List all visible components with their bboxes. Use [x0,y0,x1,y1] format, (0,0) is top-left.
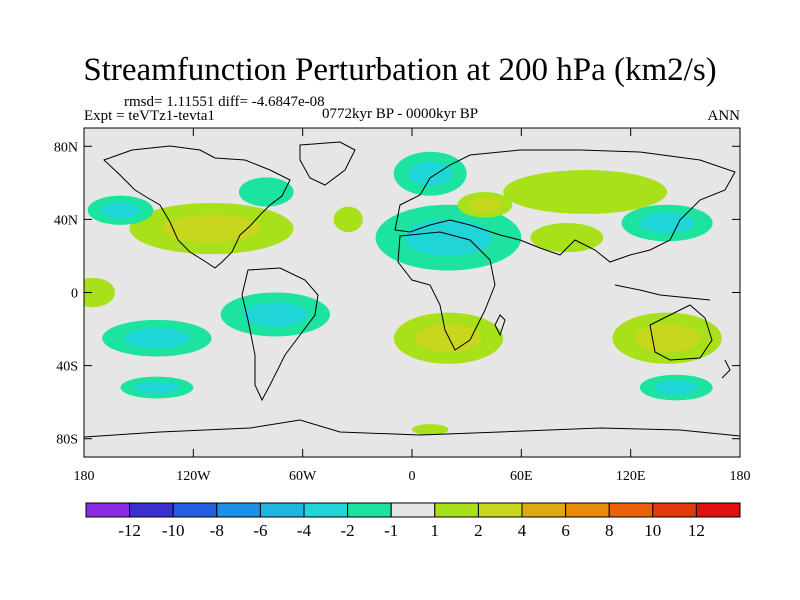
colorbar-swatch [85,502,131,518]
colorbar-label: -10 [162,521,185,540]
anomaly-contour-inner [124,328,190,349]
stats-line: rmsd= 1.11551 diff= -4.6847e-08 [124,94,325,110]
anomaly-region [412,424,449,436]
anomaly-region [120,376,194,399]
anomaly-region [87,195,154,225]
anomaly-layer [84,151,722,436]
colorbar-swatch [608,502,654,518]
longitude-axis: 180 120W 60W 0 60E 120E 180 [74,128,751,484]
coastlines [84,141,740,438]
anomaly-contour-outer [238,177,294,207]
colorbar-swatch [652,502,697,518]
colorbar-swatch [216,502,261,518]
anomaly-contour-inner [654,380,699,395]
anomaly-contour-inner [100,202,141,219]
period-label: 0772kyr BP - 0000kyr BP [322,106,479,122]
anomaly-contour-outer [84,277,115,308]
colorbar-swatch [129,502,174,518]
anomaly-contour-outer [503,170,668,214]
lon-tick-label: 120W [176,469,211,484]
colorbar-label: 6 [561,521,570,540]
anomaly-region [129,202,294,255]
colorbar-label: -1 [384,521,398,540]
anomaly-region [457,191,513,218]
lat-tick-label: 80S [56,433,78,448]
anomaly-contour-inner [408,161,453,186]
colorbar-swatch [390,502,436,518]
lat-tick-label: 80N [54,140,78,155]
anomaly-region [102,319,212,357]
colorbar-label: 12 [688,521,705,540]
lon-tick-label: 180 [730,469,751,484]
colorbar-label: 4 [518,521,527,540]
colorbar: -12 -10 -8 -6 -4 -2 -1 1 2 4 6 8 10 12 [85,502,741,540]
colorbar-label: -6 [253,521,267,540]
anomaly-region [238,177,294,207]
colorbar-swatch [303,502,349,518]
colorbar-label: 1 [431,521,440,540]
lat-tick-label: 40S [56,360,78,375]
anomaly-contour-inner [404,219,493,256]
lon-tick-label: 60E [510,469,533,484]
colorbar-swatch [565,502,610,518]
colorbar-label: -8 [210,521,224,540]
anomaly-region [393,312,504,364]
colorbar-label: -4 [297,521,312,540]
map-title: Streamfunction Perturbation at 200 hPa (… [83,52,717,88]
anomaly-contour-core [650,330,684,346]
colorbar-label: -2 [341,521,355,540]
colorbar-swatch [521,502,567,518]
lon-tick-label: 120E [616,469,646,484]
latitude-axis: 80N 40N 0 40S 80S [54,140,740,448]
lat-tick-label: 0 [71,287,78,302]
anomaly-contour-outer [412,424,449,436]
season-label: ANN [707,108,741,124]
anomaly-region [84,277,115,308]
anomaly-region [621,204,713,242]
colorbar-swatch [172,502,218,518]
colorbar-label: 10 [644,521,661,540]
anomaly-contour-inner [468,197,502,212]
anomaly-region [639,374,713,401]
anomaly-region [393,151,467,196]
anomaly-contour-core [186,220,237,237]
colorbar-label: 2 [474,521,483,540]
anomaly-region [333,206,363,233]
colorbar-swatch [434,502,479,518]
anomaly-region [375,204,522,271]
lon-tick-label: 180 [74,469,95,484]
lon-tick-label: 60W [289,469,317,484]
anomaly-contour-inner [135,381,179,394]
colorbar-label: -12 [118,521,141,540]
anomaly-region [503,170,668,214]
lon-tick-label: 0 [409,469,416,484]
anomaly-contour-inner [415,324,482,353]
colorbar-label: 8 [605,521,614,540]
colorbar-swatch [477,502,523,518]
colorbar-swatch [259,502,305,518]
experiment-label: Expt = teVTz1-tevta1 [84,108,215,124]
lat-tick-label: 40N [54,213,78,228]
colorbar-swatch [347,502,392,518]
anomaly-region [220,292,330,337]
anomaly-contour-inner [639,212,695,234]
anomaly-contour-inner [242,302,309,327]
colorbar-swatch [695,502,741,518]
anomaly-contour-outer [333,206,363,233]
